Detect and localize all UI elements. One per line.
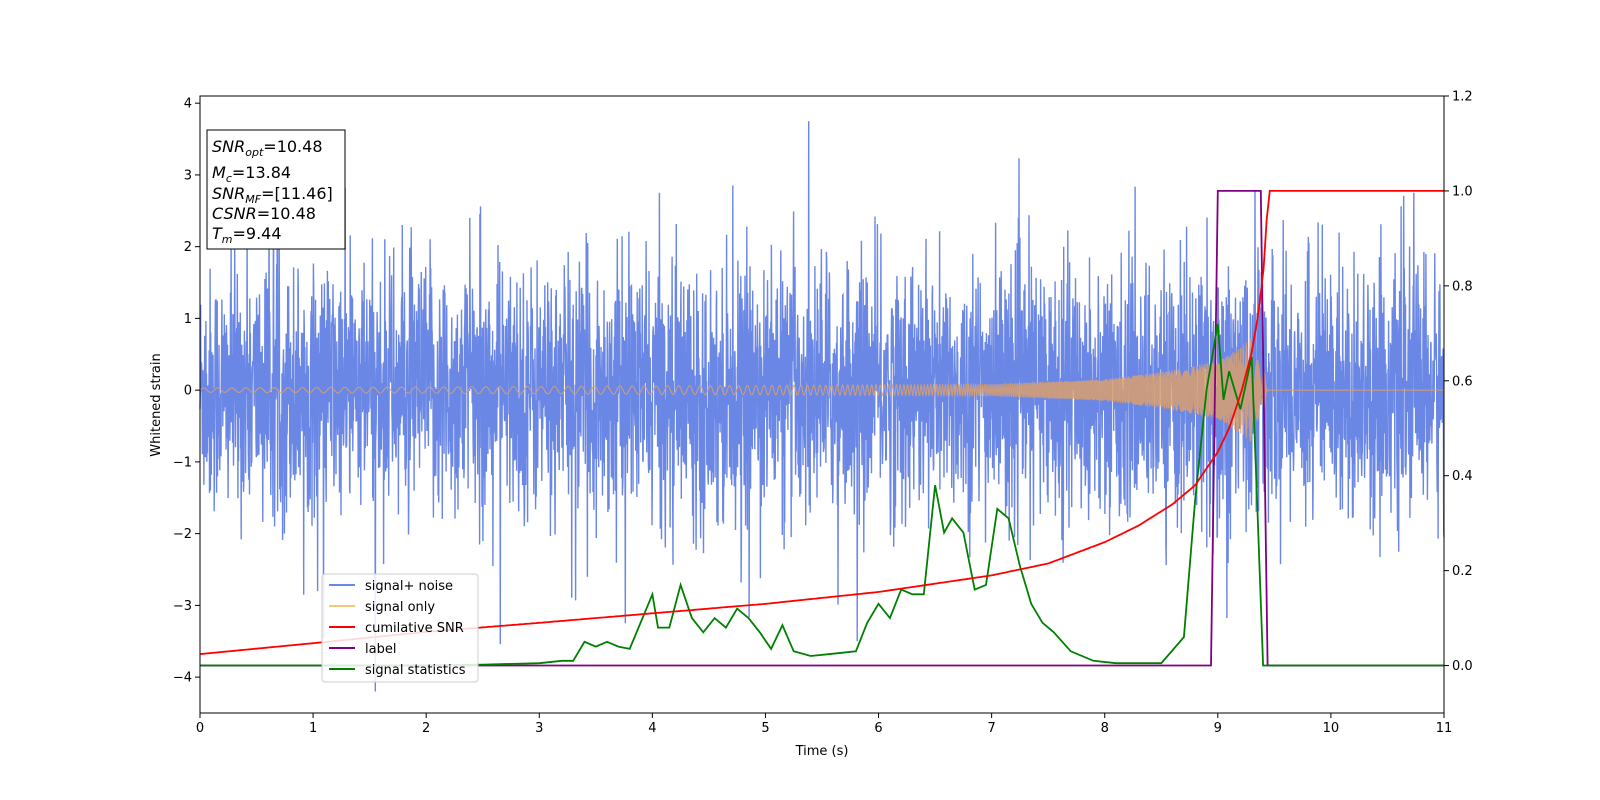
x-tick-label: 6 xyxy=(874,721,882,736)
x-tick-label: 9 xyxy=(1214,721,1222,736)
x-axis-label: Time (s) xyxy=(795,744,849,759)
legend-label-label: label xyxy=(365,642,396,657)
y-tick-label: 3 xyxy=(184,168,192,183)
y-tick-label: −4 xyxy=(173,671,192,686)
y-tick-label: 1 xyxy=(184,312,192,327)
y2-tick-label: 0.0 xyxy=(1452,659,1473,674)
x-tick-label: 2 xyxy=(422,721,430,736)
info-csnr: CSNR=10.48 xyxy=(212,204,316,223)
x-tick-label: 0 xyxy=(196,721,204,736)
y-tick-label: 4 xyxy=(184,97,192,112)
plot-frame xyxy=(199,95,1445,714)
x-tick-label: 8 xyxy=(1101,721,1109,736)
legend: signal+ noise signal only cumilative SNR… xyxy=(321,573,479,683)
y-axis-label: Whitened strain xyxy=(149,353,164,456)
info-snr-opt: SNRopt=10.48 xyxy=(212,137,323,159)
legend-label-signal-statistics: signal statistics xyxy=(365,663,466,678)
y2-tick-label: 0.2 xyxy=(1452,564,1473,579)
y2-tick-label: 0.4 xyxy=(1452,469,1473,484)
info-snr-mf: SNRMF=[11.46] xyxy=(212,184,333,206)
info-mc: Mc=13.84 xyxy=(212,163,291,185)
signal-only-line xyxy=(199,338,1444,442)
x-tick-label: 10 xyxy=(1323,721,1340,736)
legend-label-signal-only: signal only xyxy=(365,600,435,615)
signal-only-series xyxy=(199,338,1444,442)
y-tick-label: −1 xyxy=(173,455,192,470)
x-axis: 0 1 2 3 4 5 6 7 8 9 10 11 xyxy=(196,713,1452,736)
y-axis-left: 4 3 2 1 0 −1 −2 −3 −4 xyxy=(173,97,200,686)
x-tick-label: 4 xyxy=(648,721,656,736)
x-tick-label: 5 xyxy=(761,721,769,736)
y2-tick-label: 1.0 xyxy=(1452,184,1473,199)
y-tick-label: −2 xyxy=(173,527,192,542)
y-tick-label: 0 xyxy=(184,384,192,399)
y2-tick-label: 1.2 xyxy=(1452,90,1473,105)
x-tick-label: 11 xyxy=(1436,721,1453,736)
legend-label-cumulative-snr: cumilative SNR xyxy=(365,621,464,636)
x-tick-label: 7 xyxy=(987,721,995,736)
info-box: SNRopt=10.48 Mc=13.84 SNRMF=[11.46] CSNR… xyxy=(206,129,346,250)
y-tick-label: −3 xyxy=(173,599,192,614)
y2-tick-label: 0.8 xyxy=(1452,279,1473,294)
signal-statistics-line xyxy=(200,323,1444,667)
y-axis-right: 1.2 1.0 0.8 0.6 0.4 0.2 0.0 xyxy=(1444,90,1473,674)
x-tick-label: 3 xyxy=(535,721,543,736)
legend-label-signal-noise: signal+ noise xyxy=(365,579,453,594)
y2-tick-label: 0.6 xyxy=(1452,374,1473,389)
x-tick-label: 1 xyxy=(309,721,317,736)
info-tm: Tm=9.44 xyxy=(212,224,282,246)
y-tick-label: 2 xyxy=(184,240,192,255)
